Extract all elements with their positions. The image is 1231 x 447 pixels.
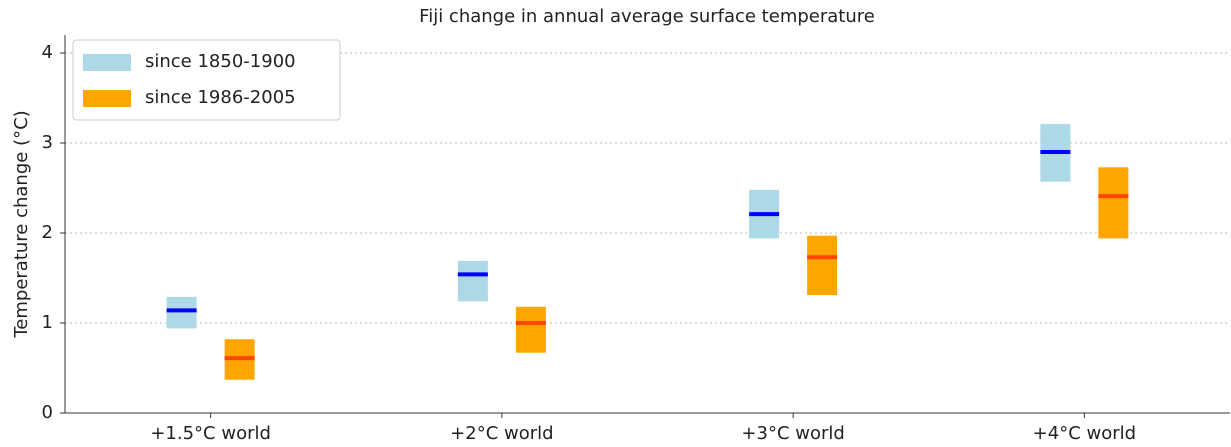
- x-tick-label: +4°C world: [1033, 423, 1136, 444]
- x-tick-label: +2°C world: [450, 423, 553, 444]
- y-axis-label: Temperature change (°C): [11, 110, 32, 338]
- legend-box: [72, 39, 341, 121]
- x-tick-label: +1.5°C world: [150, 423, 271, 444]
- y-tick-label: 2: [42, 222, 53, 243]
- y-tick-label: 0: [42, 402, 53, 423]
- legend-label: since 1850-1900: [145, 51, 296, 72]
- range-bar: [1098, 167, 1129, 239]
- range-bar: [515, 306, 546, 353]
- chart-title: Fiji change in annual average surface te…: [419, 6, 875, 27]
- legend-label: since 1986-2005: [145, 87, 296, 108]
- y-tick-label: 4: [42, 42, 53, 63]
- legend-swatch: [83, 54, 131, 71]
- y-tick-label: 1: [42, 312, 53, 333]
- range-bar: [166, 296, 197, 329]
- legend-swatch: [83, 90, 131, 107]
- range-bar: [807, 235, 838, 296]
- y-tick-label: 3: [42, 132, 53, 153]
- range-bar: [457, 260, 488, 302]
- x-tick-label: +3°C world: [741, 423, 844, 444]
